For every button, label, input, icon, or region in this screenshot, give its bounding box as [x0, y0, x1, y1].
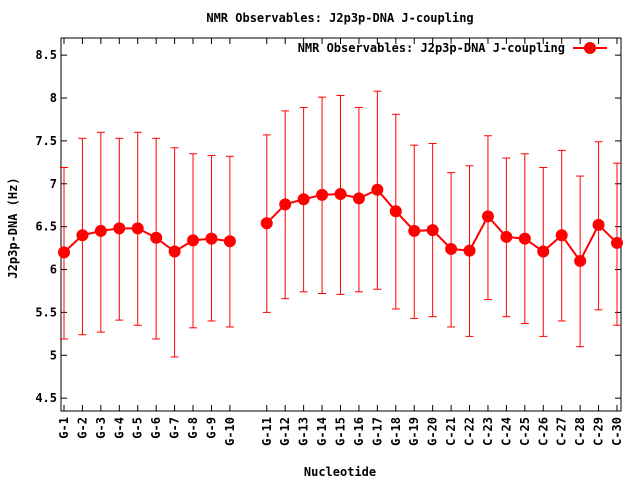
legend-marker-swatch	[584, 42, 596, 54]
data-point	[555, 229, 568, 242]
data-point	[518, 232, 531, 245]
x-tick-label: C-27	[555, 417, 569, 446]
x-tick-label: G-6	[149, 417, 163, 439]
data-point	[316, 188, 329, 201]
x-tick-label: G-9	[204, 417, 218, 439]
data-point	[481, 210, 494, 223]
data-point	[279, 198, 292, 211]
x-tick-label: G-19	[407, 417, 421, 446]
x-tick-label: G-20	[426, 417, 440, 446]
x-axis-label: Nucleotide	[304, 465, 376, 479]
x-tick-label: C-26	[536, 417, 550, 446]
data-point	[76, 229, 89, 242]
x-tick-label: C-29	[592, 417, 606, 446]
x-tick-label: G-17	[370, 417, 384, 446]
data-point	[389, 205, 402, 218]
legend-label: NMR Observables: J2p3p-DNA J-coupling	[298, 41, 565, 55]
data-point	[592, 218, 605, 231]
data-point	[408, 224, 421, 237]
y-tick-label: 5.5	[35, 305, 57, 319]
data-point	[426, 224, 439, 237]
x-tick-label: G-7	[168, 417, 182, 439]
data-point	[611, 236, 623, 249]
x-tick-label: C-28	[573, 417, 587, 446]
x-tick-label: G-14	[315, 417, 329, 446]
y-axis-label: J2p3p-DNA (Hz)	[6, 177, 20, 278]
x-tick-label: G-10	[223, 417, 237, 446]
x-tick-label: G-3	[94, 417, 108, 439]
x-tick-label: G-11	[260, 417, 274, 446]
series-line	[266, 188, 618, 263]
data-point	[537, 245, 550, 258]
y-tick-label: 7.5	[35, 134, 57, 148]
chart-title: NMR Observables: J2p3p-DNA J-coupling	[206, 11, 473, 25]
x-tick-label: G-12	[278, 417, 292, 446]
data-point	[205, 232, 218, 245]
x-tick-label: C-30	[610, 417, 624, 446]
data-point	[371, 183, 384, 196]
y-tick-label: 8.5	[35, 48, 57, 62]
x-tick-label: G-16	[352, 417, 366, 446]
x-tick-label: G-8	[186, 417, 200, 439]
x-tick-label: C-21	[444, 417, 458, 446]
series-markers	[58, 183, 623, 267]
data-point	[187, 234, 200, 247]
data-point	[168, 245, 181, 258]
x-tick-label: G-18	[389, 417, 403, 446]
x-tick-label: G-1	[57, 417, 71, 439]
y-tick-label: 7	[50, 177, 57, 191]
data-point	[94, 224, 107, 237]
x-tick-label: C-23	[481, 417, 495, 446]
x-tick-label: G-15	[334, 417, 348, 446]
x-tick-label: C-25	[518, 417, 532, 446]
x-tick-label: G-5	[131, 417, 145, 439]
x-tick-label: C-24	[499, 417, 513, 446]
x-tick-label: C-22	[463, 417, 477, 446]
y-axis: 4.5 5 5.5 6 6.5 7 7.5 8 8.5	[35, 48, 621, 405]
data-point	[445, 242, 458, 255]
x-axis: G-1 G-2 G-3 G-4 G-5 G-6 G-7 G-8 G-9 G-10 G-11 G-12 G…	[57, 38, 624, 446]
data-point	[260, 217, 273, 230]
series-line	[63, 227, 231, 254]
data-point	[297, 193, 310, 206]
y-tick-label: 5	[50, 348, 57, 362]
error-bars	[60, 90, 621, 358]
y-tick-label: 4.5	[35, 391, 57, 405]
data-point	[463, 244, 476, 257]
y-tick-label: 6	[50, 263, 57, 277]
legend: NMR Observables: J2p3p-DNA J-coupling	[298, 41, 607, 55]
y-tick-label: 6.5	[35, 220, 57, 234]
data-point	[334, 188, 347, 201]
x-tick-label: G-4	[112, 417, 126, 439]
data-point	[131, 222, 144, 235]
data-point	[58, 246, 70, 259]
data-point	[150, 231, 163, 244]
y-tick-label: 8	[50, 91, 57, 105]
data-point	[223, 235, 236, 248]
data-point	[500, 230, 513, 243]
data-point	[113, 222, 126, 235]
x-tick-label: G-13	[297, 417, 311, 446]
x-tick-label: G-2	[75, 417, 89, 439]
data-point	[352, 192, 365, 205]
data-point	[574, 254, 587, 267]
